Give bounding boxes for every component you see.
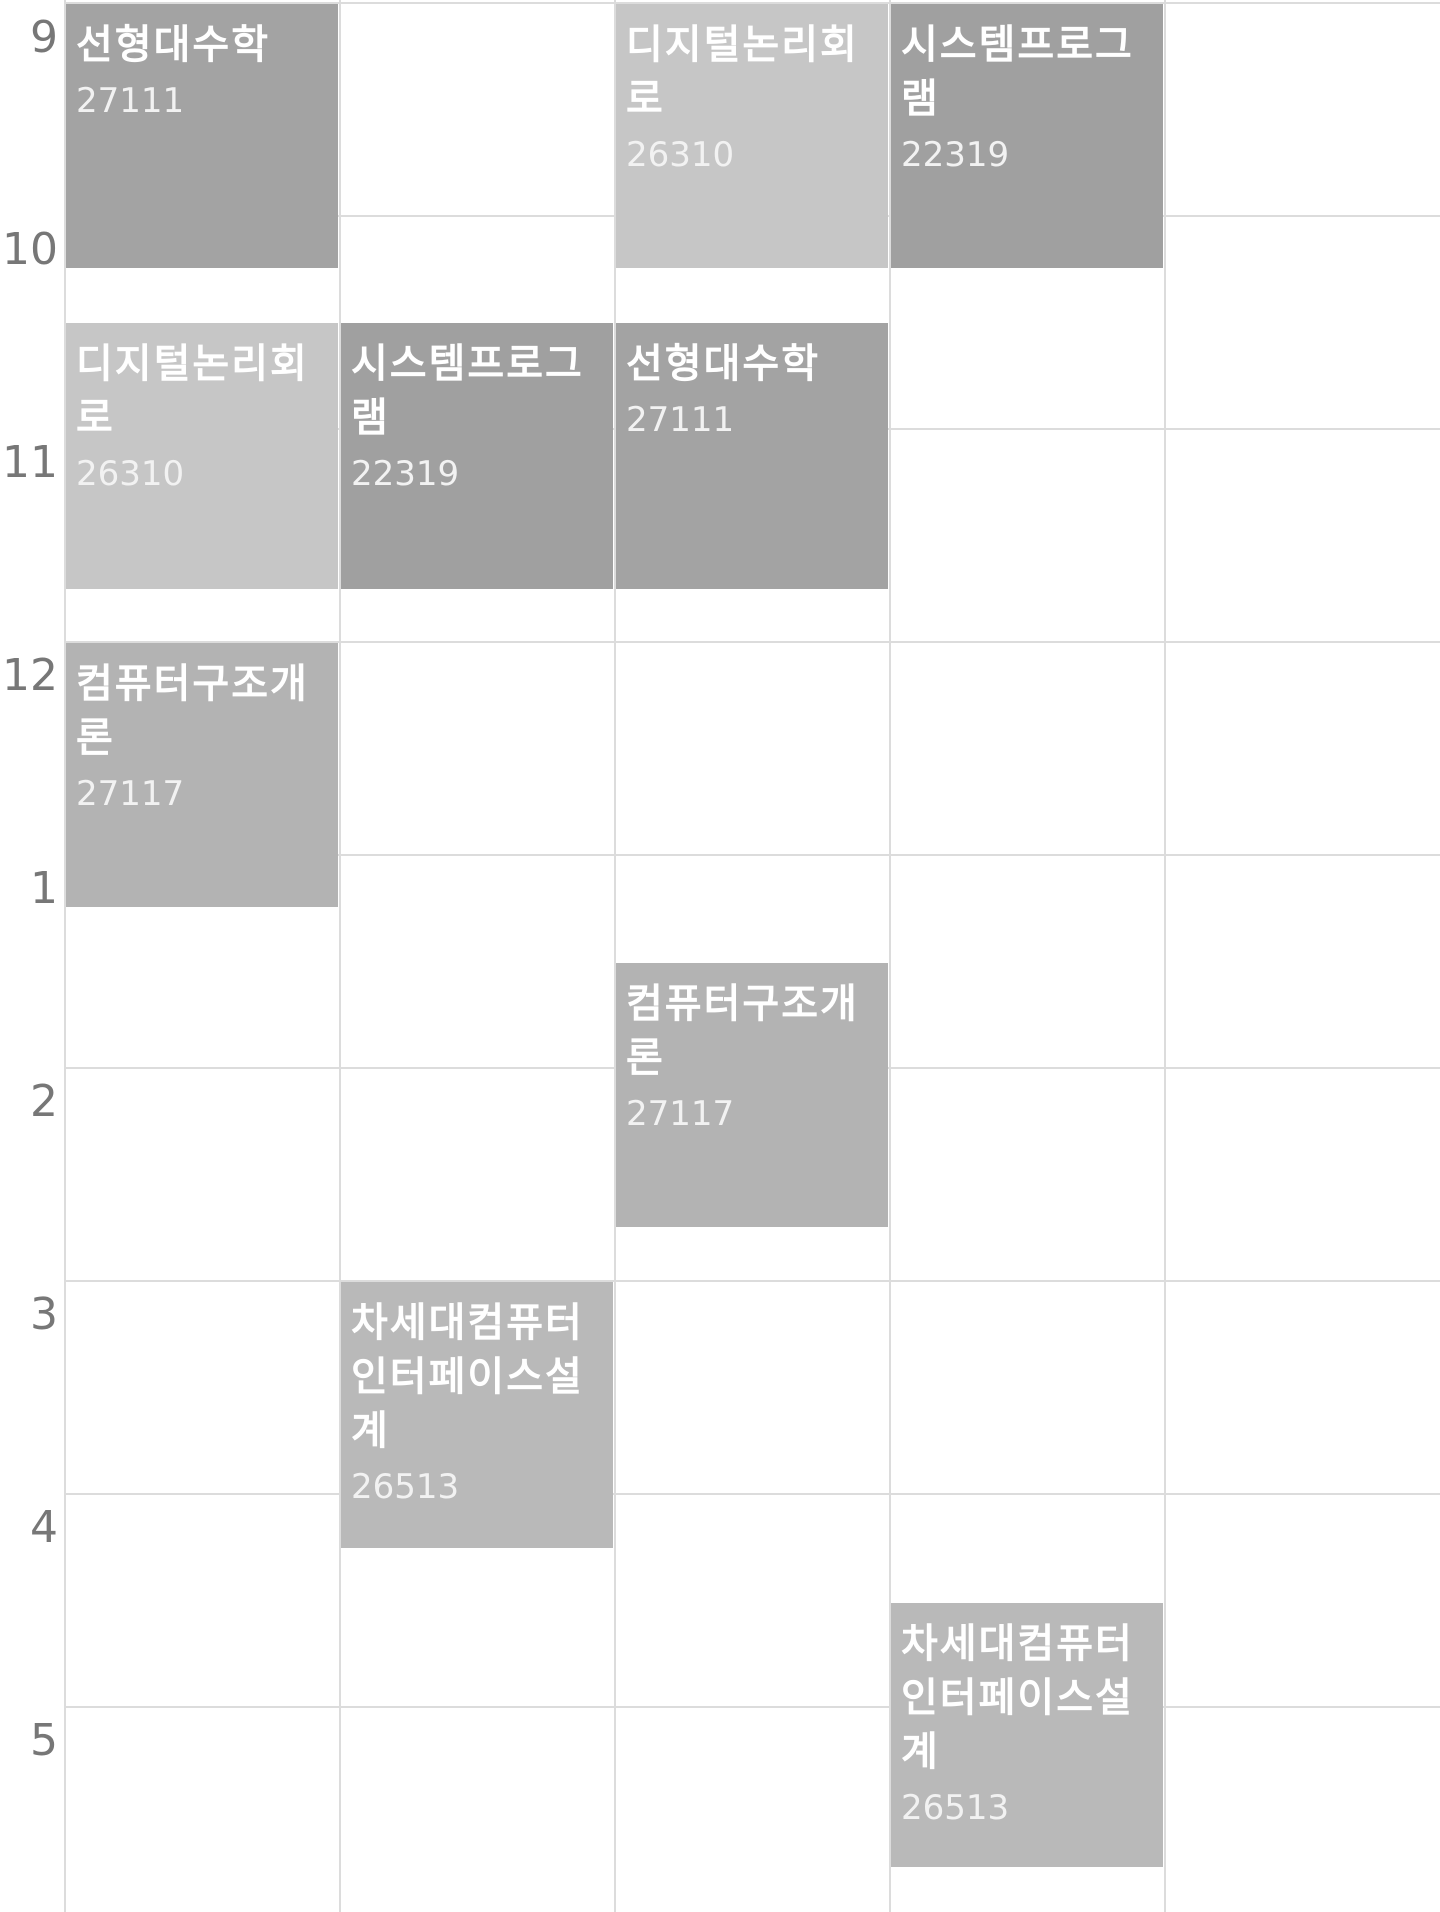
course-code: 26513: [351, 1467, 460, 1507]
course-name: 디지털논리회로: [76, 341, 309, 441]
course-block-computer-architecture[interactable]: 컴퓨터구조개론 27117: [66, 643, 338, 907]
column-line: [1164, 0, 1166, 1912]
course-name: 시스템프로그램: [351, 341, 584, 441]
grid-line: [64, 854, 1440, 856]
hour-label: 10: [2, 224, 58, 275]
grid-line: [64, 1280, 1440, 1282]
column-line: [64, 0, 66, 1912]
hour-label: 2: [30, 1076, 58, 1127]
course-code: 26310: [626, 135, 735, 175]
course-code: 27117: [626, 1094, 735, 1134]
grid-line: [64, 2, 1440, 4]
course-code: 22319: [351, 454, 460, 494]
course-name: 차세대컴퓨터인터페이스설계: [901, 1621, 1134, 1775]
hour-label: 11: [2, 437, 58, 488]
course-block-linear-algebra[interactable]: 선형대수학 27111: [616, 323, 888, 589]
column-line: [889, 0, 891, 1912]
course-block-system-programming[interactable]: 시스템프로그램 22319: [341, 323, 613, 589]
course-block-computer-architecture[interactable]: 컴퓨터구조개론 27117: [616, 963, 888, 1227]
course-block-system-programming[interactable]: 시스템프로그램 22319: [891, 4, 1163, 268]
hour-label: 4: [30, 1502, 58, 1553]
course-name: 컴퓨터구조개론: [626, 981, 859, 1081]
course-block-next-gen-interface[interactable]: 차세대컴퓨터인터페이스설계 26513: [891, 1603, 1163, 1867]
grid-line: [64, 641, 1440, 643]
hour-label: 1: [30, 863, 58, 914]
course-block-next-gen-interface[interactable]: 차세대컴퓨터인터페이스설계 26513: [341, 1282, 613, 1548]
course-code: 26310: [76, 454, 185, 494]
hour-label: 9: [30, 12, 58, 63]
course-code: 27111: [76, 81, 185, 121]
course-name: 디지털논리회로: [626, 22, 859, 122]
course-name: 선형대수학: [626, 341, 820, 387]
course-code: 26513: [901, 1788, 1010, 1828]
grid-line: [64, 1493, 1440, 1495]
column-line: [339, 0, 341, 1912]
hour-label: 5: [30, 1715, 58, 1766]
course-block-digital-logic[interactable]: 디지털논리회로 26310: [66, 323, 338, 589]
course-block-digital-logic[interactable]: 디지털논리회로 26310: [616, 4, 888, 268]
course-name: 차세대컴퓨터인터페이스설계: [351, 1300, 584, 1454]
course-code: 27111: [626, 400, 735, 440]
course-name: 시스템프로그램: [901, 22, 1134, 122]
grid-line: [64, 1706, 1440, 1708]
hour-label: 12: [2, 650, 58, 701]
course-block-linear-algebra[interactable]: 선형대수학 27111: [66, 4, 338, 268]
course-code: 22319: [901, 135, 1010, 175]
column-line: [614, 0, 616, 1912]
course-code: 27117: [76, 774, 185, 814]
course-name: 선형대수학: [76, 22, 270, 68]
course-name: 컴퓨터구조개론: [76, 661, 309, 761]
hour-label: 3: [30, 1289, 58, 1340]
